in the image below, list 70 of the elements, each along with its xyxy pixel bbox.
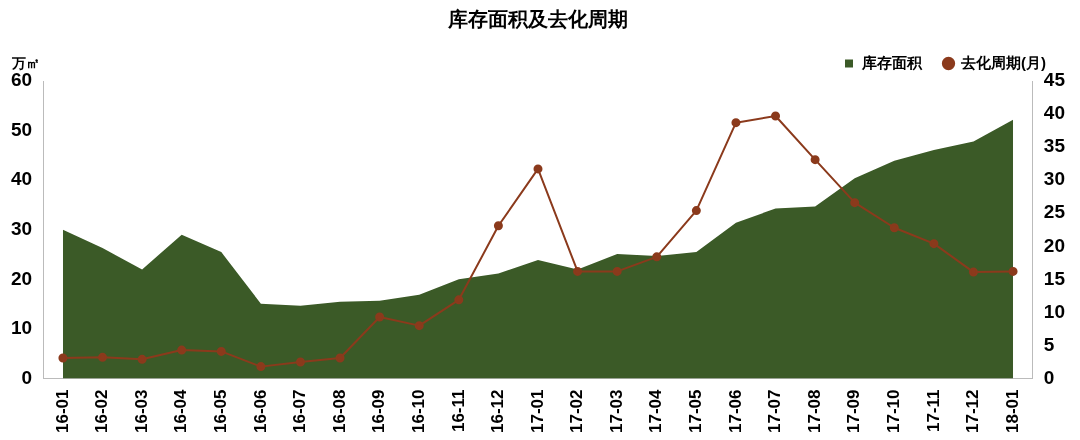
x-tick-label: 17-08 [804,389,824,433]
point [850,198,860,208]
point [216,346,226,356]
point [810,155,820,165]
x-tick-label: 16-08 [329,389,349,433]
y-tick-label: 10 [10,317,33,339]
y2-tick-label: 15 [1043,267,1066,289]
point [929,239,939,249]
point [414,321,424,331]
x-tick-label: 16-09 [369,389,389,433]
point [612,266,622,276]
point [771,111,781,121]
point [335,353,345,363]
point [1008,266,1018,276]
point [98,352,108,362]
point [968,267,978,277]
point [493,221,503,231]
point [58,353,68,363]
point [691,206,701,216]
x-tick-label: 17-01 [527,389,547,433]
x-tick-label: 17-06 [725,389,745,433]
y-tick-label: 0 [21,366,33,388]
x-tick-label: 16-07 [290,389,310,433]
legend-label: 去化周期(月) [960,53,1047,71]
point [137,354,147,364]
x-tick-label: 16-01 [52,389,72,433]
x-tick-label: 17-02 [567,389,587,433]
chart-title: 库存面积及去化周期 [447,7,628,30]
x-tick-label: 17-12 [963,389,983,433]
x-tick-label: 17-07 [765,389,785,433]
y2-tick-label: 40 [1043,102,1066,124]
x-tick-label: 18-01 [1002,389,1022,433]
point [573,266,583,276]
x-tick-label: 17-05 [686,389,706,433]
y2-tick-label: 25 [1043,201,1066,223]
y2-tick-label: 35 [1043,135,1066,157]
y2-tick-label: 45 [1043,69,1066,91]
x-tick-label: 16-05 [210,389,230,433]
point [889,223,899,233]
x-tick-label: 16-12 [488,389,508,433]
x-tick-label: 16-10 [408,389,428,433]
y2-tick-label: 0 [1043,366,1055,388]
y-tick-label: 40 [10,168,33,190]
point [454,295,464,305]
y-tick-label: 20 [10,267,33,289]
x-tick-label: 17-11 [923,389,943,433]
x-tick-label: 16-02 [92,389,112,433]
y2-tick-label: 30 [1043,168,1066,190]
point [256,362,266,372]
point [731,118,741,128]
x-tick-label: 16-11 [448,389,468,433]
y2-tick-label: 5 [1043,333,1055,355]
x-tick-label: 16-03 [131,389,151,433]
y2-tick-label: 10 [1043,300,1066,322]
y-axis-title: 万㎡ [11,54,40,71]
point [177,345,187,355]
legend-label: 库存面积 [860,53,923,71]
point [375,312,385,322]
point [533,164,543,174]
x-tick-label: 17-03 [606,389,626,433]
y-tick-label: 30 [10,217,33,239]
x-tick-label: 16-04 [171,388,191,433]
point [295,357,305,367]
point [652,252,662,262]
y2-tick-label: 20 [1043,234,1066,256]
x-tick-label: 16-06 [250,389,270,433]
x-tick-label: 17-10 [883,389,903,433]
x-tick-label: 17-09 [844,389,864,433]
y-tick-label: 50 [10,118,33,140]
x-tick-label: 17-04 [646,388,666,433]
